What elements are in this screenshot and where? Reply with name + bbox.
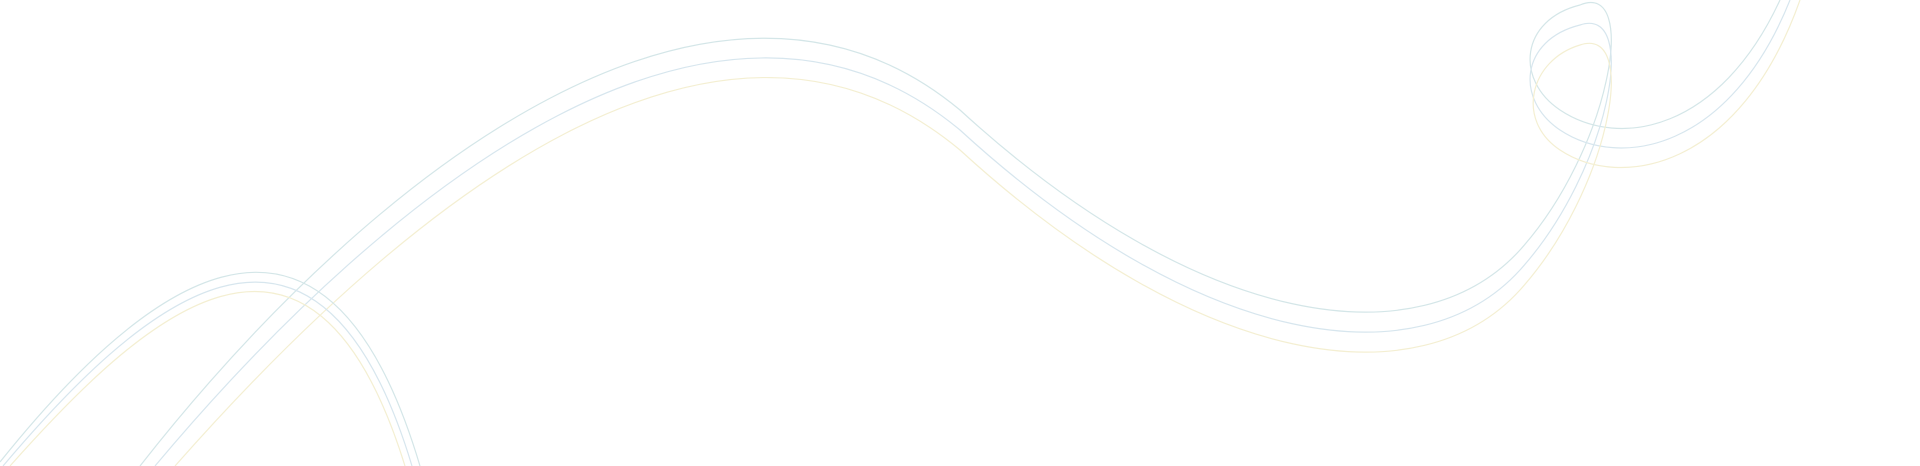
wave-line [139,0,1781,466]
arch-line [2,281,413,466]
wave-line [174,0,1801,466]
wave-line [154,0,1791,466]
arch-line [0,271,421,466]
arch-line [9,290,406,466]
